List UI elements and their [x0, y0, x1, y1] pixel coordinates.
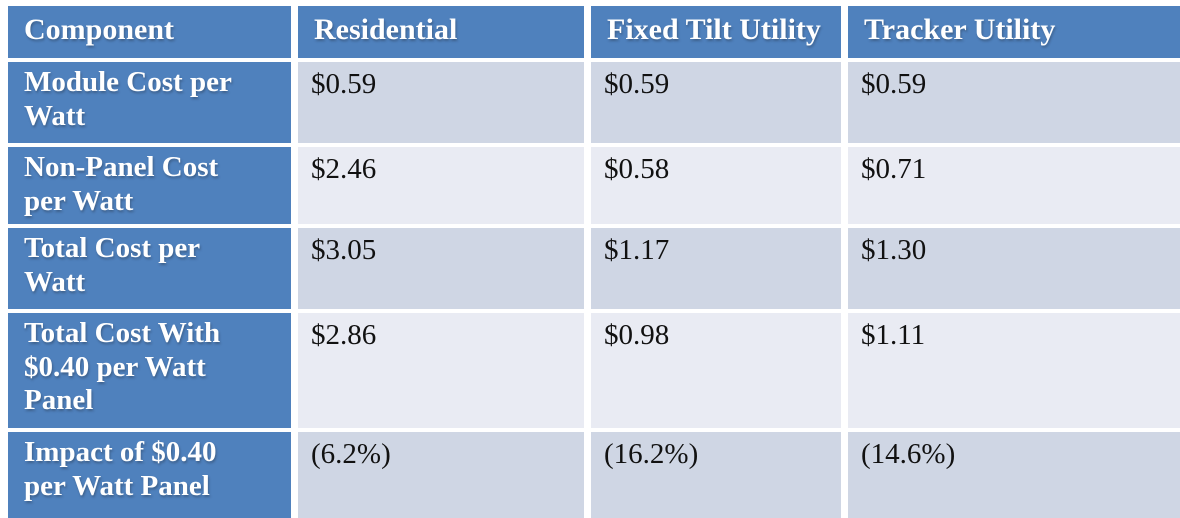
cost-comparison-table: Component Residential Fixed Tilt Utility…: [8, 6, 1180, 518]
row-header-impact-of-040-panel: Impact of $0.40 per Watt Panel: [8, 432, 291, 518]
cell-module-cost-tracker: $0.59: [848, 62, 1180, 143]
row-header-total-cost-with-040-panel: Total Cost With $0.40 per Watt Panel: [8, 313, 291, 428]
cell-total-cost-residential: $3.05: [298, 228, 584, 309]
col-header-fixed-tilt-utility: Fixed Tilt Utility: [591, 6, 841, 58]
cell-total-cost-040-fixed-tilt: $0.98: [591, 313, 841, 428]
cell-impact-fixed-tilt: (16.2%): [591, 432, 841, 518]
cell-impact-tracker: (14.6%): [848, 432, 1180, 518]
cell-non-panel-cost-residential: $2.46: [298, 147, 584, 224]
cell-total-cost-040-tracker: $1.11: [848, 313, 1180, 428]
cell-module-cost-residential: $0.59: [298, 62, 584, 143]
row-header-non-panel-cost-per-watt: Non-Panel Cost per Watt: [8, 147, 291, 224]
row-header-module-cost-per-watt: Module Cost per Watt: [8, 62, 291, 143]
cell-non-panel-cost-tracker: $0.71: [848, 147, 1180, 224]
col-header-residential: Residential: [298, 6, 584, 58]
cell-module-cost-fixed-tilt: $0.59: [591, 62, 841, 143]
col-header-tracker-utility: Tracker Utility: [848, 6, 1180, 58]
row-header-total-cost-per-watt: Total Cost per Watt: [8, 228, 291, 309]
cell-impact-residential: (6.2%): [298, 432, 584, 518]
cell-total-cost-fixed-tilt: $1.17: [591, 228, 841, 309]
cell-non-panel-cost-fixed-tilt: $0.58: [591, 147, 841, 224]
cell-total-cost-tracker: $1.30: [848, 228, 1180, 309]
col-header-component: Component: [8, 6, 291, 58]
cell-total-cost-040-residential: $2.86: [298, 313, 584, 428]
